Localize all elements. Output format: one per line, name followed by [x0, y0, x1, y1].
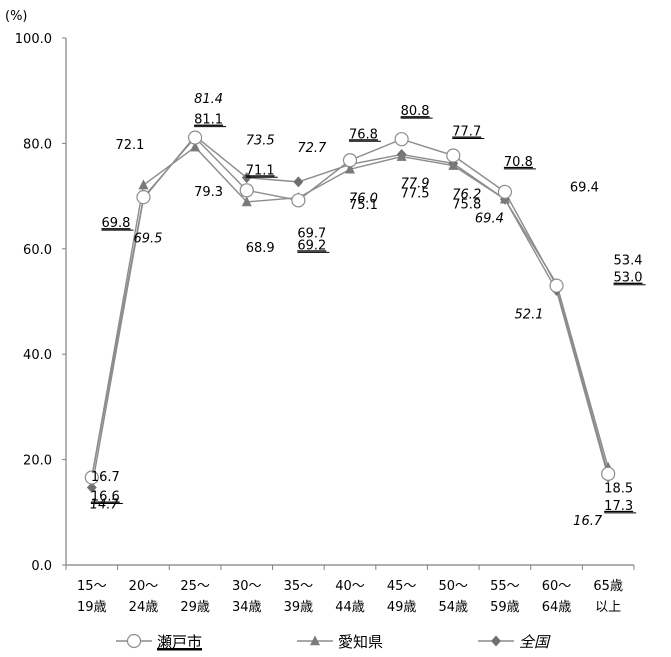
series-markers — [84, 130, 616, 493]
y-tick-label: 20.0 — [23, 454, 52, 469]
x-tick-label: 19歳 — [77, 600, 107, 615]
series-1-point — [310, 635, 320, 646]
series-2-data-label: 69.5 — [133, 232, 162, 247]
series-2-data-label: 76.0 — [349, 191, 378, 206]
x-tick-label: 45～ — [387, 579, 417, 594]
series-0-data-label: 77.7 — [452, 125, 481, 140]
series-2-data-label: 14.7 — [90, 498, 120, 513]
series-1-point — [345, 163, 355, 174]
series-0-point — [187, 130, 203, 145]
x-tick-label: 15～ — [77, 579, 107, 594]
series-0-data-label: 80.8 — [401, 104, 430, 119]
y-tick-label: 0.0 — [31, 559, 52, 574]
series-1-point — [241, 196, 252, 207]
y-tick-label: 100.0 — [15, 32, 52, 47]
series-2-data-label: 76.2 — [452, 187, 481, 202]
series-1-data-label: 79.3 — [194, 185, 223, 200]
series-0-data-label: 69.2 — [297, 238, 326, 253]
series-0-point — [136, 190, 151, 205]
x-tick-label: 20～ — [129, 579, 159, 594]
series-2-data-label: 81.4 — [194, 92, 223, 107]
series-1-data-label: 72.1 — [115, 138, 144, 153]
y-tick-label: 80.0 — [23, 137, 52, 152]
series-0-point — [291, 193, 306, 208]
x-tick-label: 49歳 — [387, 600, 417, 615]
series-0-data-label: 70.8 — [504, 155, 533, 170]
x-tick-label: 25～ — [180, 579, 210, 594]
legend-label: 全国 — [519, 633, 551, 651]
series-1-point — [190, 141, 201, 152]
series-0-data-label: 69.8 — [101, 216, 130, 231]
x-tick-label: 34歳 — [232, 600, 262, 615]
series-2-point — [491, 635, 501, 647]
x-tick-label: 24歳 — [129, 600, 159, 615]
series-2-data-label: 16.7 — [573, 514, 603, 529]
series-1-data-label: 77.5 — [401, 187, 430, 202]
series-0-point — [601, 466, 616, 481]
series-1-point — [448, 159, 459, 170]
series-2-data-label: 72.7 — [297, 141, 327, 156]
legend: 瀬戸市 愛知県 全国 — [116, 633, 551, 651]
series-1-data-label: 75.1 — [349, 198, 378, 213]
series-0-data-label: 53.0 — [614, 271, 643, 286]
series-1-data-label: 53.4 — [614, 254, 643, 269]
x-tick-label: 64歳 — [542, 600, 572, 615]
series-1-data-label: 16.7 — [91, 470, 120, 485]
data-labels: 16.6 69.8 81.1 71.1 69.2 76.8 80.8 77.7 70.8 53.0… — [90, 92, 646, 529]
x-ticks: 15～ 19歳 20～ 24歳 25～ 29歳 30～ 34歳 35～ 39歳 40～ 44歳 45～ 4… — [65, 565, 635, 615]
series-0-point — [497, 184, 513, 199]
series-0-point — [446, 148, 461, 163]
series-1-data-label: 68.9 — [246, 241, 275, 256]
series-2-data-label: 77.9 — [401, 176, 430, 191]
series-2-point — [86, 482, 97, 493]
series-1-data-label: 18.5 — [604, 482, 633, 497]
series-0-data-label: 81.1 — [194, 113, 223, 128]
series-2-data-label: 73.5 — [246, 134, 275, 149]
series-0-point — [394, 132, 409, 147]
x-tick-label: 44歳 — [335, 600, 365, 615]
series-0-point — [549, 278, 564, 293]
y-ticks: 0.0 20.0 40.0 60.0 80.0 100.0 — [15, 32, 66, 574]
series-0-data-label: 76.8 — [349, 127, 378, 142]
series-1-point — [396, 150, 407, 161]
series-1-data-label: 69.4 — [570, 180, 599, 195]
series-0-point — [239, 183, 254, 198]
series-0-data-label: 16.6 — [91, 490, 120, 505]
x-tick-label: 54歳 — [438, 600, 468, 615]
series-0-data-label: 17.3 — [604, 499, 633, 514]
series-0-data-label: 71.1 — [246, 163, 275, 178]
series-1-point — [138, 179, 149, 190]
x-tick-label: 29歳 — [180, 600, 210, 615]
x-tick-label: 65歳 — [593, 579, 623, 594]
series-2-data-label: 52.1 — [515, 307, 544, 322]
x-tick-label: 30～ — [232, 579, 262, 594]
x-tick-label: 50～ — [438, 579, 468, 594]
series-2-point — [293, 176, 304, 188]
series-0-point — [342, 153, 358, 168]
x-tick-label: 40～ — [335, 579, 365, 594]
y-tick-label: 60.0 — [23, 243, 52, 258]
legend-label: 瀬戸市 — [157, 633, 202, 651]
x-tick-label: 60～ — [542, 579, 572, 594]
x-tick-label: 59歳 — [490, 600, 520, 615]
legend-label: 愛知県 — [338, 633, 383, 651]
x-tick-label: 35～ — [284, 579, 314, 594]
x-tick-label: 以上 — [595, 600, 621, 615]
series-2-data-label: 69.4 — [475, 211, 504, 226]
series-1-data-label: 69.7 — [297, 227, 326, 242]
y-unit-label: (%) — [5, 9, 28, 24]
series-1-data-label: 75.8 — [452, 198, 481, 213]
series-0-point — [126, 633, 142, 649]
series-0-point — [84, 470, 99, 485]
y-tick-label: 40.0 — [23, 348, 52, 363]
x-tick-label: 39歳 — [284, 600, 314, 615]
x-tick-label: 55～ — [490, 579, 520, 594]
